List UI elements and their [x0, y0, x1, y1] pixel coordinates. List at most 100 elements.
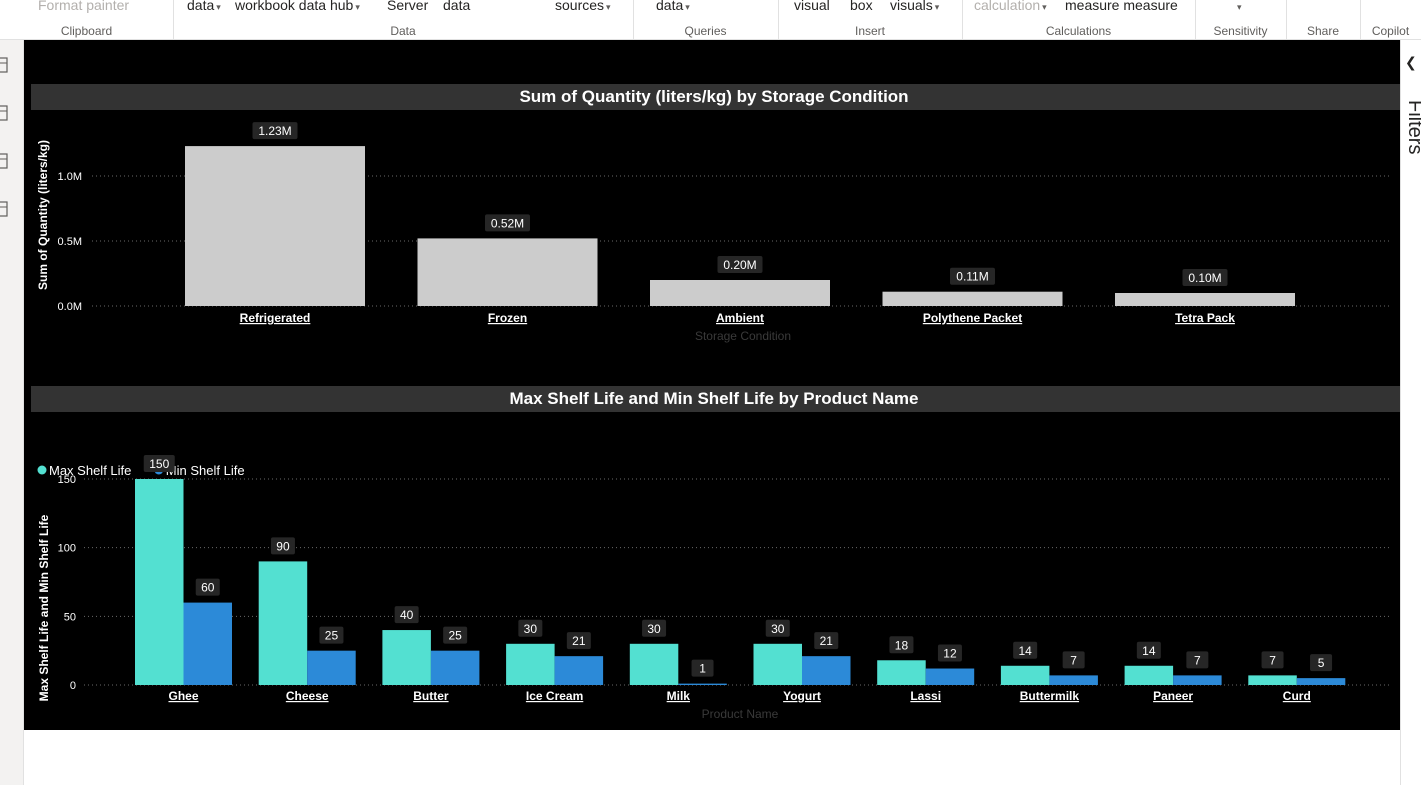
bar-min[interactable] — [554, 656, 604, 685]
data-label-group: 0.52M — [485, 214, 530, 232]
bar-max[interactable] — [629, 643, 679, 685]
x-tick-label: Ambient — [716, 311, 764, 325]
ribbon-button[interactable]: visuals ▾ — [890, 0, 939, 13]
ribbon-button-label: data — [187, 0, 215, 13]
ribbon-button-label: measure measure — [1065, 0, 1178, 13]
bar-max[interactable] — [382, 630, 431, 685]
data-label-bg — [1186, 651, 1209, 669]
data-label-bg — [518, 619, 543, 637]
view-switcher — [0, 40, 24, 785]
filters-label: Filters — [1404, 100, 1421, 155]
ribbon-button[interactable]: data ▾ — [187, 0, 221, 13]
x-tick-label: Tetra Pack — [1175, 311, 1235, 325]
ribbon-group-data: data ▾ workbook data hub ▾ Server data sources… — [173, 0, 633, 40]
bar[interactable] — [185, 146, 365, 306]
data-label: 25 — [325, 629, 339, 643]
ribbon-button-label: sources — [555, 0, 605, 13]
data-label-bg — [195, 578, 220, 596]
ribbon-button-label: Format painter — [38, 0, 130, 13]
bar-max[interactable] — [1124, 665, 1174, 685]
ribbon-button[interactable]: measure measure — [1065, 0, 1178, 13]
filters-pane[interactable]: ❮ Filters — [1400, 40, 1421, 785]
bar-min[interactable] — [1296, 678, 1346, 685]
report-view-icon[interactable] — [0, 56, 14, 74]
x-tick-label: Ghee — [168, 689, 198, 703]
ribbon-button[interactable]: ▾ — [1235, 0, 1242, 13]
ribbon-button-label: box — [850, 0, 873, 13]
x-tick-label: Lassi — [910, 689, 941, 703]
bar-max[interactable] — [1000, 665, 1050, 685]
ribbon-button[interactable]: visual — [794, 0, 830, 13]
bar-min[interactable] — [678, 683, 727, 685]
model-view-icon[interactable] — [0, 152, 14, 170]
bar-max[interactable] — [753, 643, 803, 685]
bar-max[interactable] — [1248, 675, 1297, 685]
chart-title: Max Shelf Life and Min Shelf Life by Pro… — [509, 389, 918, 408]
bar-max[interactable] — [258, 561, 308, 685]
ribbon-button[interactable]: data — [443, 0, 470, 13]
data-label-group: 25 — [443, 626, 468, 644]
data-label-group: 1 — [691, 659, 714, 677]
bar-min[interactable] — [802, 656, 851, 685]
ribbon-button[interactable]: workbook data hub ▾ — [235, 0, 360, 13]
chevron-down-icon: ▾ — [355, 2, 360, 12]
data-label: 14 — [1018, 644, 1032, 658]
ribbon-separator — [778, 0, 779, 40]
y-tick-label: 0.5M — [58, 236, 82, 248]
ribbon-button[interactable]: Format painter — [38, 0, 129, 13]
ribbon-button[interactable]: calculation ▾ — [974, 0, 1047, 13]
ribbon-button[interactable]: Server — [387, 0, 428, 13]
bar[interactable] — [417, 238, 598, 306]
data-label: 12 — [943, 647, 957, 661]
ribbon-button[interactable]: data ▾ — [656, 0, 690, 13]
data-label-bg — [889, 636, 914, 654]
ribbon-group-label: Insert — [854, 24, 885, 38]
data-label: 0.52M — [491, 216, 524, 230]
bar-max[interactable] — [135, 479, 184, 685]
ribbon: Format painter Clipboard data ▾ workbook dat… — [0, 0, 1421, 40]
data-label-group: 7 — [1186, 651, 1209, 669]
data-label-group: 30 — [518, 619, 543, 637]
data-label-bg — [485, 214, 530, 232]
chevron-down-icon: ▾ — [216, 2, 221, 12]
ribbon-button[interactable]: sources ▾ — [555, 0, 611, 13]
bar[interactable] — [650, 280, 830, 306]
data-label-group: 14 — [1013, 641, 1038, 659]
data-label: 0.10M — [1188, 271, 1221, 285]
bar-min[interactable] — [1049, 675, 1098, 685]
ribbon-group-label: Queries — [684, 24, 727, 38]
bar[interactable] — [1115, 293, 1295, 306]
data-label: 40 — [400, 608, 414, 622]
data-label-bg — [270, 537, 295, 555]
data-label-bg — [143, 455, 175, 472]
bar-min[interactable] — [925, 668, 975, 685]
data-label: 21 — [820, 634, 834, 648]
legend-label: Max Shelf Life — [49, 463, 131, 478]
ribbon-group-sensitivity: ▾ Sensitivity — [1195, 0, 1286, 40]
bar-min[interactable] — [1173, 675, 1222, 685]
data-label-group: 40 — [394, 606, 419, 624]
storage-condition-chart[interactable]: Sum of Quantity (liters/kg) by Storage C… — [24, 40, 1400, 365]
data-label-bg — [1310, 654, 1333, 672]
ribbon-button-label: workbook data hub — [235, 0, 354, 13]
data-label: 1.23M — [258, 124, 291, 138]
y-tick-label: 0 — [70, 680, 76, 692]
dax-query-icon[interactable] — [0, 200, 14, 218]
bar-min[interactable] — [430, 650, 480, 685]
x-tick-label: Ice Cream — [526, 689, 583, 703]
bar-min[interactable] — [183, 602, 233, 685]
shelf-life-chart[interactable]: Max Shelf Life and Min Shelf Life by Pro… — [24, 365, 1400, 730]
bar-max[interactable] — [877, 660, 926, 685]
y-tick-label: 150 — [58, 474, 76, 486]
bar-max[interactable] — [506, 643, 555, 685]
bar[interactable] — [882, 291, 1063, 306]
data-label-bg — [691, 659, 714, 677]
data-label-group: 30 — [642, 619, 667, 637]
table-view-icon[interactable] — [0, 104, 14, 122]
bar-min[interactable] — [307, 650, 356, 685]
data-label: 30 — [771, 622, 785, 636]
data-label-group: 30 — [765, 619, 790, 637]
chevron-left-icon[interactable]: ❮ — [1405, 54, 1417, 70]
data-label-bg — [1261, 651, 1284, 669]
ribbon-button[interactable]: box — [850, 0, 873, 13]
